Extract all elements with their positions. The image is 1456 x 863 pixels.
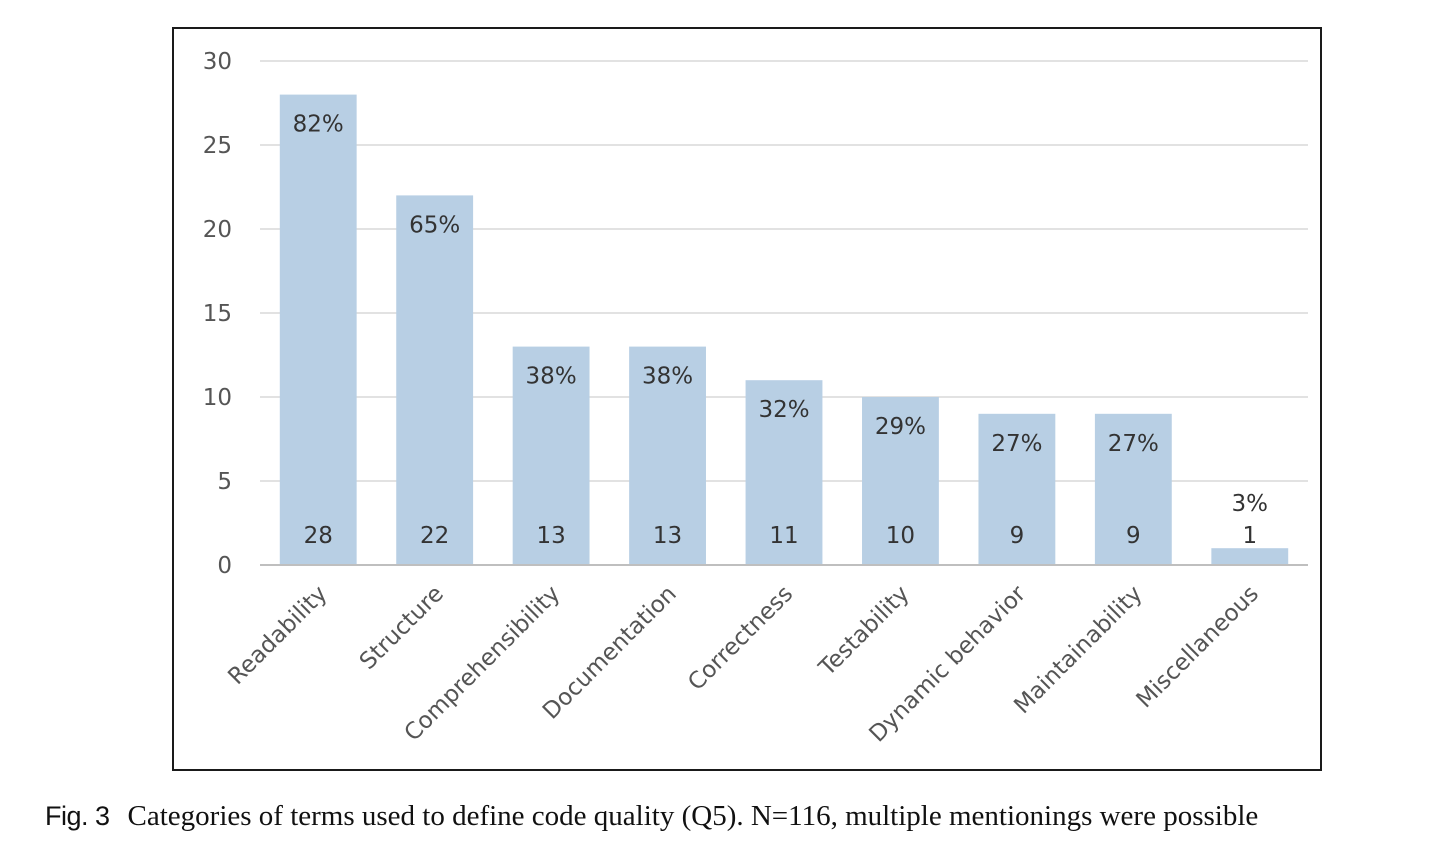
y-tick-label: 0: [217, 553, 232, 579]
bar-percent-label: 38%: [642, 364, 693, 390]
bar-percent-label: 3%: [1232, 491, 1269, 517]
bar: [978, 413, 1056, 565]
bar-percent-label: 27%: [1108, 431, 1159, 457]
bar-value-label: 10: [886, 523, 915, 549]
bar: [396, 195, 474, 565]
bar-value-label: 22: [420, 523, 449, 549]
y-tick-labels: 0 5 10 15 20 25 30: [203, 49, 232, 579]
caption-text: Categories of terms used to define code …: [127, 800, 1259, 832]
category-labels: Readability StructureComprehensibilityDoc…: [223, 580, 1264, 747]
bar-value-label: 9: [1010, 523, 1025, 549]
category-label: Maintainability: [1009, 581, 1147, 719]
chart-frame: 0 5 10 15 20 25 30 82% 28 65% 22 38% 13 38% 13 32% 11 29…: [172, 27, 1322, 771]
category-label: Structure: [355, 581, 449, 675]
bar-value-label: 9: [1126, 523, 1141, 549]
bar-percent-label: 27%: [991, 431, 1042, 457]
bar-value-label: 13: [653, 523, 682, 549]
bar-percent-label: 38%: [526, 364, 577, 390]
bar-value-label: 1: [1242, 523, 1257, 549]
figure-caption: Fig. 3 Categories of terms used to define…: [45, 800, 1445, 833]
category-label: Correctness: [683, 581, 798, 696]
y-tick-label: 10: [203, 385, 232, 411]
y-tick-label: 25: [203, 133, 232, 159]
bar: [1211, 548, 1289, 565]
bar: [512, 346, 590, 565]
bar-value-label: 28: [304, 523, 333, 549]
bars: [279, 94, 1289, 565]
bar-percent-label: 82%: [293, 112, 344, 138]
y-tick-label: 15: [203, 301, 232, 327]
y-tick-label: 20: [203, 217, 232, 243]
bar: [279, 94, 357, 565]
bar-value-label: 11: [769, 523, 798, 549]
bar: [745, 380, 823, 565]
data-labels: 82% 28 65% 22 38% 13 38% 13 32% 11 29% 10 27% 9 27% 9 3%…: [293, 112, 1268, 549]
bar-percent-label: 65%: [409, 212, 460, 238]
category-label: Miscellaneous: [1132, 581, 1264, 713]
bar-chart: 0 5 10 15 20 25 30 82% 28 65% 22 38% 13 38% 13 32% 11 29…: [203, 49, 1308, 748]
bar: [1094, 413, 1172, 565]
category-label: Readability: [223, 581, 332, 690]
y-tick-label: 5: [217, 469, 232, 495]
bar: [862, 397, 939, 565]
caption-label: Fig. 3: [45, 801, 110, 831]
bar-value-label: 13: [536, 523, 565, 549]
bar-percent-label: 32%: [758, 397, 809, 423]
category-label: Testability: [814, 581, 915, 682]
y-tick-label: 30: [203, 49, 232, 75]
bar: [629, 346, 706, 565]
bar-percent-label: 29%: [875, 414, 926, 440]
